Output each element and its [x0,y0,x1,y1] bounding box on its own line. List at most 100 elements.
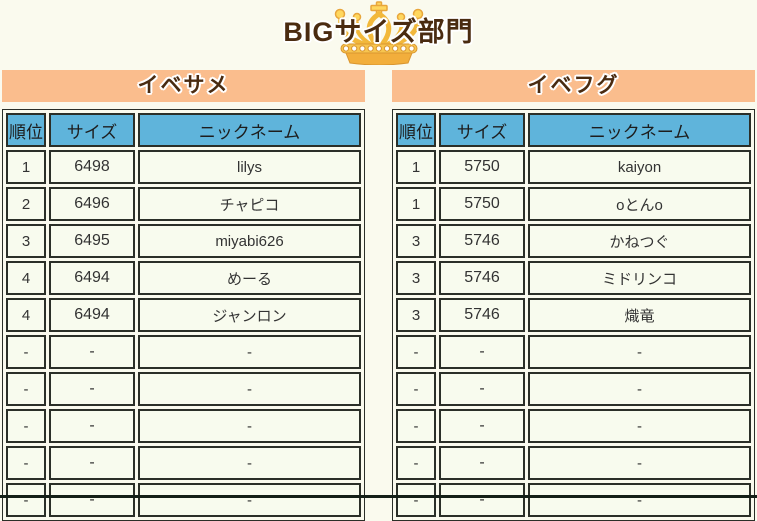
size-cell: - [49,372,135,406]
rank-cell: 4 [6,298,46,332]
nickname-cell: miyabi626 [138,224,361,258]
size-cell: - [439,446,525,480]
crown-icon [334,1,423,65]
page-title: BIGサイズ部門 [283,17,474,47]
size-cell: - [439,335,525,369]
ranking-table: 順位 サイズ ニックネーム 1 5750 kaiyon 1 5750 oとんo 3 5746 かねつぐ… [392,109,755,521]
table-row: 1 5750 oとんo [396,187,751,221]
rank-cell: - [396,483,436,517]
rank-cell: - [396,335,436,369]
table-row: 3 5746 ミドリンコ [396,261,751,295]
rank-cell: 3 [396,298,436,332]
section-header: イベフグ [392,70,755,102]
nickname-cell: - [528,409,751,443]
table-row: --- [6,409,361,443]
nickname-cell: - [138,409,361,443]
table-row: 3 5746 熾竜 [396,298,751,332]
nickname-cell: - [138,446,361,480]
table-row: 3 5746 かねつぐ [396,224,751,258]
nickname-cell: かねつぐ [528,224,751,258]
table-row: 2 6496 チャピコ [6,187,361,221]
rank-cell: - [396,446,436,480]
rank-cell: - [6,372,46,406]
rank-cell: - [396,372,436,406]
rank-cell: - [6,335,46,369]
column-header: ニックネーム [528,113,751,147]
title-bar: BIGサイズ部門 [0,0,757,66]
rank-cell: 3 [396,261,436,295]
table-row: 4 6494 ジャンロン [6,298,361,332]
table-row: --- [6,335,361,369]
column-header: サイズ [49,113,135,147]
table-row: 1 5750 kaiyon [396,150,751,184]
column-header: 順位 [6,113,46,147]
ranking-table: 順位 サイズ ニックネーム 1 6498 lilys 2 6496 チャピコ 3 6495 miyab… [2,109,365,521]
size-cell: 5746 [439,298,525,332]
size-cell: 6494 [49,298,135,332]
rank-cell: 1 [6,150,46,184]
rank-cell: 1 [396,150,436,184]
size-cell: - [439,372,525,406]
nickname-cell: - [528,372,751,406]
size-cell: 6494 [49,261,135,295]
table-row: --- [396,446,751,480]
rank-cell: 1 [396,187,436,221]
nickname-cell: - [138,483,361,517]
rank-cell: 3 [396,224,436,258]
nickname-cell: kaiyon [528,150,751,184]
rank-cell: 2 [6,187,46,221]
column-header: ニックネーム [138,113,361,147]
nickname-cell: ジャンロン [138,298,361,332]
size-cell: - [439,483,525,517]
rank-cell: - [6,483,46,517]
header-row: 順位 サイズ ニックネーム [6,113,361,147]
table-row: 1 6498 lilys [6,150,361,184]
size-cell: - [49,335,135,369]
table-row: --- [396,483,751,517]
size-cell: 5746 [439,224,525,258]
section-header: イベサメ [2,70,365,102]
nickname-cell: ミドリンコ [528,261,751,295]
table-row: --- [396,335,751,369]
size-cell: 6498 [49,150,135,184]
ranking-columns: イベサメ 順位 サイズ ニックネーム 1 6498 lilys 2 6496 チャピコ 3 6495… [0,70,757,521]
rank-cell: 4 [6,261,46,295]
size-cell: 5746 [439,261,525,295]
section-ibesame: イベサメ 順位 サイズ ニックネーム 1 6498 lilys 2 6496 チャピコ 3 6495… [2,70,365,521]
nickname-cell: - [528,483,751,517]
size-cell: 6496 [49,187,135,221]
table-row: 3 6495 miyabi626 [6,224,361,258]
table-row: --- [6,372,361,406]
table-row: --- [396,372,751,406]
rank-cell: - [6,409,46,443]
footer-strip [0,495,757,498]
nickname-cell: - [528,335,751,369]
rank-cell: 3 [6,224,46,258]
column-header: 順位 [396,113,436,147]
nickname-cell: 熾竜 [528,298,751,332]
nickname-cell: oとんo [528,187,751,221]
table-row: --- [396,409,751,443]
nickname-cell: めーる [138,261,361,295]
size-cell: - [439,409,525,443]
table-row: --- [6,446,361,480]
nickname-cell: - [528,446,751,480]
table-row: 4 6494 めーる [6,261,361,295]
rank-cell: - [6,446,46,480]
section-ibefugu: イベフグ 順位 サイズ ニックネーム 1 5750 kaiyon 1 5750 oとんo 3 574… [392,70,755,521]
header-row: 順位 サイズ ニックネーム [396,113,751,147]
size-cell: - [49,446,135,480]
nickname-cell: チャピコ [138,187,361,221]
nickname-cell: - [138,372,361,406]
nickname-cell: - [138,335,361,369]
size-cell: 5750 [439,150,525,184]
column-header: サイズ [439,113,525,147]
size-cell: 6495 [49,224,135,258]
size-cell: 5750 [439,187,525,221]
size-cell: - [49,409,135,443]
nickname-cell: lilys [138,150,361,184]
size-cell: - [49,483,135,517]
rank-cell: - [396,409,436,443]
table-row: --- [6,483,361,517]
